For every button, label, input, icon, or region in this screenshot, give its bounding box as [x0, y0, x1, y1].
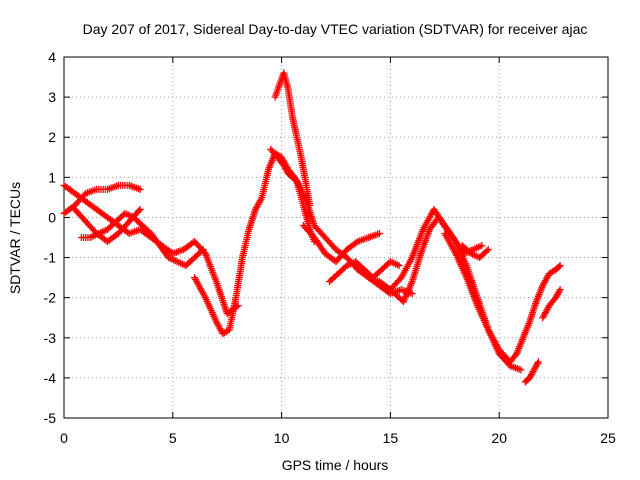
y-tick-label: -3 — [44, 330, 57, 346]
x-tick-label: 20 — [491, 430, 507, 446]
series-sat-o — [521, 358, 542, 386]
x-tick-label: 25 — [600, 430, 616, 446]
x-tick-label: 0 — [60, 430, 68, 446]
data-point — [198, 247, 206, 255]
y-tick-label: 3 — [48, 89, 56, 105]
data-point — [306, 201, 314, 209]
y-tick-label: 2 — [48, 129, 56, 145]
ticks: 0 5 10 15 20 25 -5 -4 -3 -2 -1 0 1 2 3 4 — [44, 49, 616, 446]
plot-frame — [63, 56, 609, 419]
data-point — [395, 262, 403, 270]
data-point — [555, 263, 563, 271]
data-point — [555, 287, 563, 295]
series-sat-h — [299, 221, 384, 266]
y-tick-label: 1 — [48, 169, 56, 185]
chart-title: Day 207 of 2017, Sidereal Day-to-day VTE… — [83, 21, 588, 37]
data-point — [556, 262, 564, 270]
data-point — [556, 286, 564, 294]
data-point — [483, 247, 491, 255]
data-point — [136, 205, 144, 213]
series-sat-m — [458, 242, 492, 262]
data-point — [484, 246, 492, 254]
x-axis-label: GPS time / hours — [282, 457, 389, 473]
data-point — [534, 358, 542, 366]
series-sat-k — [391, 213, 486, 306]
series-sat-n — [506, 262, 564, 366]
series-sat-g — [271, 69, 314, 209]
data-point — [376, 229, 384, 237]
y-tick-label: -1 — [44, 250, 57, 266]
x-tick-label: 5 — [169, 430, 177, 446]
data-point — [136, 185, 144, 193]
grid — [64, 57, 608, 418]
data-point — [199, 246, 207, 254]
y-tick-label: 4 — [48, 49, 56, 65]
series-sat-d — [77, 209, 207, 270]
x-tick-label: 10 — [274, 430, 290, 446]
y-tick-label: 0 — [48, 209, 56, 225]
data-points — [60, 69, 564, 386]
data-point — [135, 207, 143, 215]
series-sat-l — [441, 229, 514, 366]
x-tick-label: 15 — [383, 430, 399, 446]
series-sat-a — [60, 181, 242, 318]
data-point — [478, 242, 486, 250]
y-tick-label: -5 — [44, 410, 57, 426]
y-tick-label: -4 — [44, 370, 57, 386]
y-axis-label: SDTVAR / TECUs — [7, 182, 23, 294]
data-point — [533, 359, 541, 367]
series-sat-c — [71, 205, 144, 246]
series-sat-p — [539, 286, 564, 322]
data-point — [408, 290, 416, 298]
y-tick-label: -2 — [44, 290, 57, 306]
data-point — [292, 176, 300, 184]
data-point — [517, 366, 525, 374]
series-sat-i — [325, 258, 403, 286]
